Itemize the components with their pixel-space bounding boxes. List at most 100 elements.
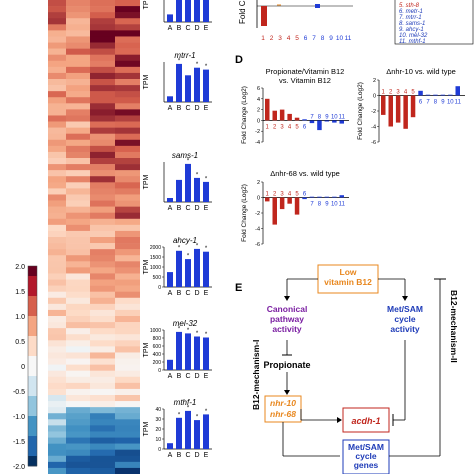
panel-e-letter: E [235, 282, 242, 294]
heatmap-cell [48, 66, 66, 74]
x-tick-label: 1 [266, 124, 270, 130]
heatmap-cell [115, 437, 140, 444]
heatmap-cell [66, 109, 90, 116]
heatmap-cell [90, 127, 115, 134]
category-label: B [177, 373, 182, 380]
heatmap-cell [48, 291, 66, 299]
category-label: B [177, 205, 182, 212]
heatmap-cell [48, 48, 66, 55]
heatmap-cell [66, 255, 90, 262]
ylabel: Fold Change (Log2) [241, 86, 248, 144]
color-scale-tick: 2.0 [15, 264, 25, 271]
heatmap-cell [90, 48, 115, 55]
category-label: E [204, 452, 209, 459]
x-tick-label: 3 [280, 124, 284, 130]
color-scale-tick: -2.0 [13, 464, 25, 471]
heatmap-cell [90, 297, 115, 305]
x-tick-label: 11 [339, 202, 346, 208]
fold-change-bar [265, 98, 270, 121]
significance-star: * [178, 245, 181, 251]
bar [167, 198, 173, 202]
x-tick-label: 2 [273, 124, 277, 130]
heatmap-cell [66, 382, 90, 390]
heatmap-cell [115, 36, 140, 43]
heatmap-cell [48, 388, 66, 396]
bar [185, 75, 191, 102]
category-label: B [177, 25, 182, 32]
x-tick-label: 8 [318, 114, 322, 120]
heatmap-cell [48, 206, 66, 213]
color-scale-segment [28, 316, 37, 327]
panel-c-xtick: 5 [295, 35, 299, 42]
tick-label: 2 [257, 180, 260, 186]
low-b12-label: Low vitamin B12 [324, 267, 372, 287]
heatmap-cell [90, 188, 115, 195]
ylabel: Fold Change (Log2) [241, 184, 248, 242]
heatmap-cell [90, 224, 115, 232]
heatmap-cell [115, 121, 140, 128]
heatmap-cell [90, 176, 115, 183]
heatmap-cell [90, 443, 115, 450]
heatmap-cell [115, 243, 140, 250]
heatmap-cell [66, 461, 90, 469]
heatmap-cell [115, 48, 140, 55]
bar [176, 331, 182, 370]
heatmap-cell [90, 36, 115, 43]
bar [194, 0, 200, 22]
heatmap-cell [66, 261, 90, 268]
heatmap-cell [48, 346, 66, 353]
panel-c-xtick: 6 [304, 35, 308, 42]
heatmap-cell [90, 170, 115, 177]
panel-c-bar [261, 6, 267, 26]
heatmap-cell [90, 212, 115, 220]
gene-title: mel-32 [173, 319, 198, 328]
fold-change-bar [324, 120, 330, 122]
significance-star: * [196, 415, 199, 421]
x-tick-label: 6 [419, 100, 423, 106]
heatmap-cell [115, 218, 140, 226]
heatmap-cell [115, 395, 140, 402]
heatmap-cell [48, 85, 66, 92]
heatmap-cell [115, 66, 140, 74]
fold-change-bar [395, 95, 401, 123]
heatmap-cell [66, 243, 90, 250]
heatmap-cell [66, 449, 90, 457]
heatmap-cell [90, 24, 115, 31]
bar [167, 272, 173, 287]
heatmap-cell [66, 437, 90, 444]
panel-c-bar [315, 4, 320, 8]
heatmap-cell [48, 407, 66, 414]
significance-star: * [196, 62, 199, 68]
heatmap-cell [115, 443, 140, 450]
color-scale-segment [28, 366, 37, 377]
heatmap-cell [48, 303, 66, 311]
b12-mechanism-ii-label: B12-mechanism-II [449, 290, 459, 363]
tick-label: 1000 [150, 328, 161, 334]
heatmap-cell [115, 188, 140, 195]
panel-c-xtick: 7 [312, 35, 316, 42]
x-tick-label: 11 [455, 100, 462, 106]
heatmap-cell [115, 97, 140, 104]
color-scale-segment [28, 396, 37, 407]
x-tick-label: 1 [382, 90, 386, 96]
panel-c-xtick: 2 [270, 35, 274, 42]
color-scale-segment [28, 286, 37, 297]
heatmap-cell [66, 206, 90, 213]
heatmap-cell [48, 249, 66, 256]
heatmap-cell [66, 364, 90, 371]
heatmap-cell [115, 85, 140, 92]
acdh-1-box [342, 407, 390, 433]
heatmap-cell [115, 303, 140, 311]
heatmap-cell [90, 346, 115, 353]
heatmap-cell [48, 309, 66, 317]
color-scale-segment [28, 446, 37, 457]
expression-panel: mtrr-1 TPM A * B C * D * E [143, 51, 212, 112]
heatmap-cell [66, 72, 90, 80]
heatmap-cell [48, 425, 66, 432]
bar [167, 14, 173, 22]
heatmap-cell [115, 340, 140, 347]
heatmap-cell [90, 79, 115, 86]
heatmap-cell [66, 66, 90, 74]
heatmap-cell [48, 212, 66, 220]
fold-change-bar [332, 120, 337, 123]
